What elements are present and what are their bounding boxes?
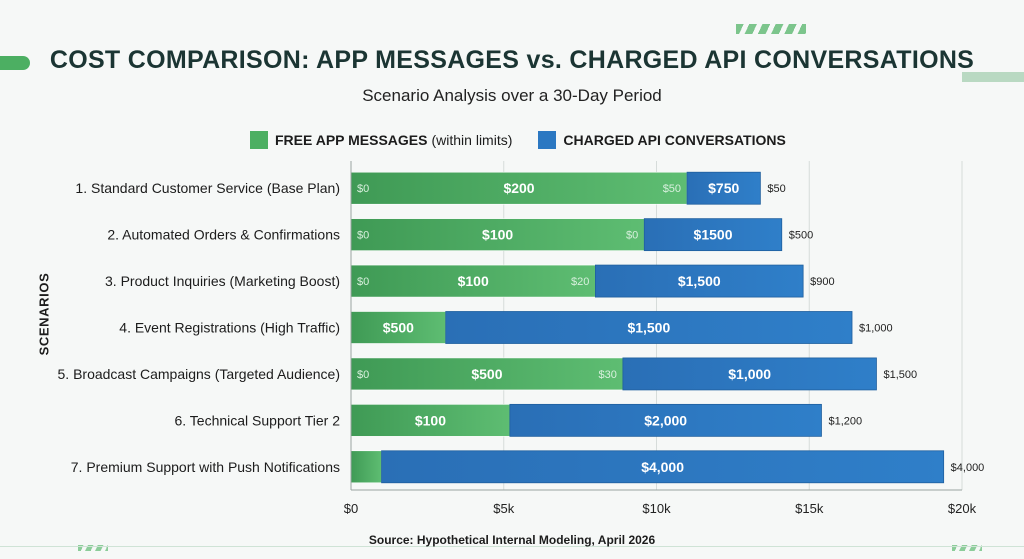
data-label-total: $900 bbox=[810, 276, 834, 288]
bar-charged bbox=[643, 218, 783, 252]
data-label-charged: $1,000 bbox=[728, 366, 771, 382]
bar-free bbox=[350, 264, 596, 298]
bar-charged bbox=[509, 403, 822, 437]
decor-stripes-bottom-left bbox=[78, 545, 108, 551]
legend-swatch-charged bbox=[538, 131, 557, 149]
data-label-free: $500 bbox=[471, 366, 502, 382]
category-label: 4. Event Registrations (High Traffic) bbox=[119, 320, 340, 336]
legend-label-charged: CHARGED API CONVERSATIONS bbox=[563, 132, 786, 148]
data-label-free-end: $30 bbox=[599, 369, 617, 381]
bar-charged bbox=[445, 311, 853, 344]
data-label-free: $100 bbox=[482, 227, 513, 243]
x-tick-label: $5k bbox=[493, 501, 514, 516]
legend-swatch-free bbox=[250, 131, 268, 149]
x-tick-label: $15k bbox=[795, 501, 824, 516]
category-label: 6. Technical Support Tier 2 bbox=[174, 412, 340, 428]
bar-free bbox=[350, 450, 382, 484]
legend-item-free: FREE APP MESSAGES (within limits) bbox=[250, 131, 512, 149]
category-label: 7. Premium Support with Push Notificatio… bbox=[71, 459, 340, 475]
data-label-total: $50 bbox=[767, 183, 785, 195]
bar-free bbox=[350, 357, 624, 391]
bar-charged bbox=[686, 171, 761, 205]
source-note: Source: Hypothetical Internal Modeling, … bbox=[368, 533, 656, 547]
data-label-total: $1,500 bbox=[883, 369, 917, 381]
data-label-total: $1,000 bbox=[859, 323, 893, 335]
data-label-start: $0 bbox=[357, 369, 369, 381]
bar-charged bbox=[595, 264, 804, 298]
data-label-free: $100 bbox=[415, 412, 446, 428]
data-label-total: $4,000 bbox=[951, 462, 985, 474]
legend-label-free: FREE APP MESSAGES bbox=[275, 132, 428, 148]
category-label: 2. Automated Orders & Confirmations bbox=[107, 227, 340, 243]
data-label-charged: $1500 bbox=[694, 227, 733, 243]
data-label-charged: $750 bbox=[708, 180, 739, 196]
data-label-total: $1,200 bbox=[828, 415, 862, 427]
x-tick-label: $0 bbox=[344, 501, 358, 516]
decor-stripes-bottom-right bbox=[952, 545, 982, 551]
data-label-free-end: $20 bbox=[571, 276, 589, 288]
x-tick-label: $10k bbox=[642, 501, 671, 516]
data-label-free: $500 bbox=[383, 320, 414, 336]
category-label: 3. Product Inquiries (Marketing Boost) bbox=[105, 273, 340, 289]
category-label: 1. Standard Customer Service (Base Plan) bbox=[75, 180, 340, 196]
decor-tab-left bbox=[0, 56, 30, 70]
data-label-free-end: $0 bbox=[626, 230, 638, 242]
data-label-total: $500 bbox=[789, 230, 813, 242]
data-label-start: $0 bbox=[357, 183, 369, 195]
bar-charged bbox=[622, 357, 877, 391]
legend: FREE APP MESSAGES (within limits) CHARGE… bbox=[250, 130, 812, 150]
data-label-charged: $2,000 bbox=[644, 412, 687, 428]
legend-item-charged: CHARGED API CONVERSATIONS bbox=[538, 131, 786, 149]
chart-title: COST COMPARISON: APP MESSAGES vs. CHARGE… bbox=[49, 46, 975, 74]
decor-tab-right bbox=[962, 72, 1024, 82]
data-label-free: $200 bbox=[503, 180, 534, 196]
data-label-start: $0 bbox=[357, 230, 369, 242]
data-label-free: $100 bbox=[458, 273, 489, 289]
decor-stripes-top bbox=[736, 24, 806, 34]
decor-line-bottom bbox=[0, 546, 1024, 547]
chart-subtitle: Scenario Analysis over a 30-Day Period bbox=[362, 86, 662, 105]
legend-note-free: (within limits) bbox=[431, 132, 513, 148]
x-tick-label: $20k bbox=[948, 501, 977, 516]
data-label-free-end: $50 bbox=[663, 183, 681, 195]
data-label-start: $0 bbox=[357, 276, 369, 288]
data-label-charged: $4,000 bbox=[641, 459, 684, 475]
bar-charged bbox=[381, 450, 945, 484]
category-label: 5. Broadcast Campaigns (Targeted Audienc… bbox=[58, 366, 341, 382]
data-label-charged: $1,500 bbox=[627, 320, 670, 336]
data-label-charged: $1,500 bbox=[678, 273, 721, 289]
